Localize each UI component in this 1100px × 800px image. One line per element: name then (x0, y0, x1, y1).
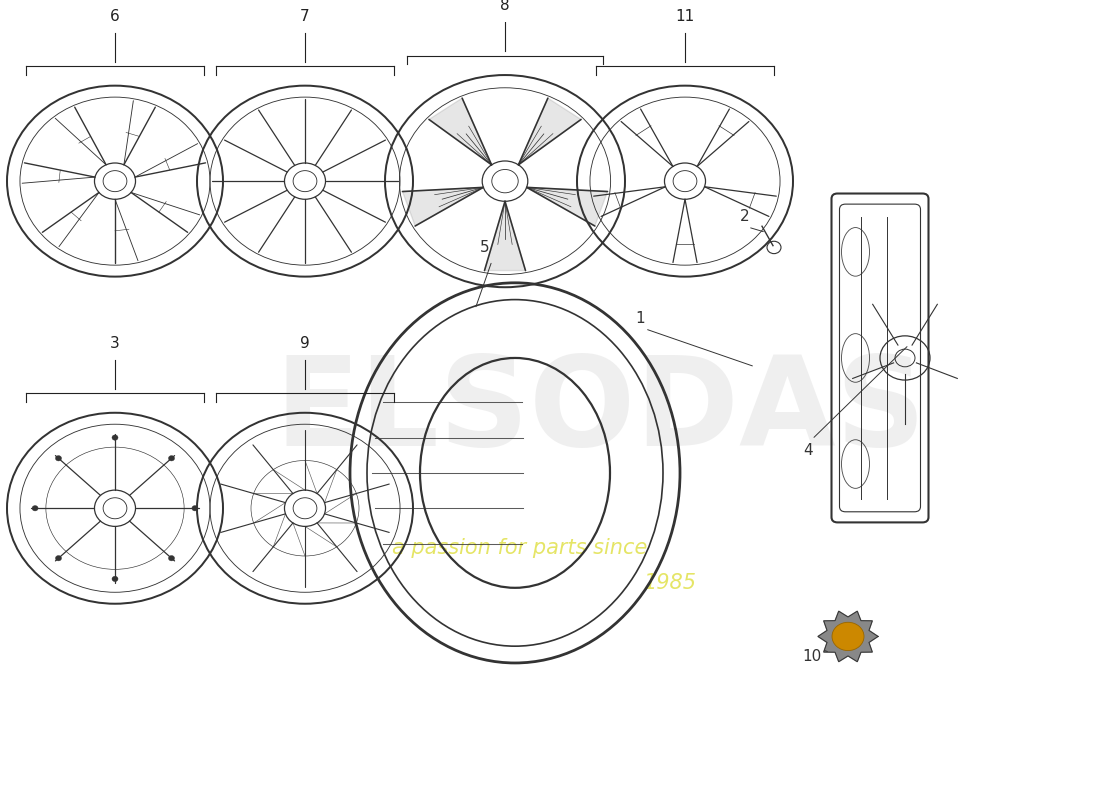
Polygon shape (484, 202, 526, 270)
Text: ELSODAS: ELSODAS (274, 350, 926, 471)
Circle shape (832, 622, 864, 650)
Text: 4: 4 (803, 443, 813, 458)
Polygon shape (429, 98, 492, 165)
Circle shape (112, 576, 118, 582)
Circle shape (168, 555, 175, 561)
Text: 6: 6 (110, 9, 120, 24)
Polygon shape (518, 98, 581, 165)
Text: 8: 8 (500, 0, 509, 13)
Circle shape (112, 435, 118, 440)
Circle shape (168, 456, 175, 461)
Text: 10: 10 (802, 650, 822, 664)
Text: 5: 5 (481, 240, 490, 255)
Polygon shape (403, 187, 483, 226)
Text: 7: 7 (300, 9, 310, 24)
Text: a passion for parts since: a passion for parts since (393, 538, 648, 558)
Text: 2: 2 (740, 209, 750, 224)
Circle shape (55, 555, 62, 561)
Circle shape (55, 456, 62, 461)
Text: 3: 3 (110, 336, 120, 351)
Polygon shape (818, 611, 878, 662)
Text: 1985: 1985 (644, 574, 696, 594)
Text: 11: 11 (675, 9, 694, 24)
Text: 9: 9 (300, 336, 310, 351)
Circle shape (32, 506, 39, 511)
Circle shape (191, 506, 198, 511)
Polygon shape (527, 187, 607, 226)
Text: 1: 1 (635, 310, 645, 326)
